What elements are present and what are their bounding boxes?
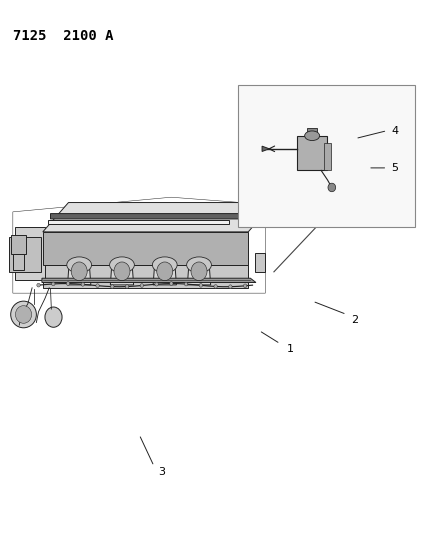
Ellipse shape [305,131,320,141]
Ellipse shape [66,282,70,286]
Polygon shape [43,265,248,288]
Ellipse shape [15,306,32,323]
Polygon shape [68,265,91,285]
Polygon shape [51,214,247,219]
Polygon shape [43,203,274,232]
Polygon shape [187,265,211,285]
Ellipse shape [51,282,55,286]
Ellipse shape [11,301,36,328]
Ellipse shape [244,284,247,288]
Ellipse shape [81,282,84,286]
Ellipse shape [328,183,336,192]
Ellipse shape [71,262,87,281]
Polygon shape [262,146,269,151]
Ellipse shape [187,257,211,273]
Polygon shape [43,232,248,265]
Text: 1: 1 [287,344,294,354]
Ellipse shape [140,284,143,287]
Ellipse shape [114,262,130,281]
Polygon shape [255,253,265,272]
Ellipse shape [169,282,173,286]
Text: 2: 2 [351,315,358,325]
Polygon shape [42,278,256,282]
Polygon shape [15,227,45,280]
Text: 5: 5 [392,163,398,173]
Ellipse shape [155,282,158,286]
Ellipse shape [96,284,99,287]
Bar [297,136,327,171]
Bar [238,85,415,227]
Polygon shape [110,265,134,285]
Text: 7125  2100 A: 7125 2100 A [13,29,113,43]
Ellipse shape [152,257,177,273]
Ellipse shape [110,257,134,273]
Ellipse shape [110,285,114,288]
Ellipse shape [67,257,92,273]
Bar [324,143,330,171]
Polygon shape [153,265,176,285]
Ellipse shape [125,285,129,288]
Ellipse shape [184,282,188,286]
Ellipse shape [191,262,207,281]
Polygon shape [48,221,229,224]
Bar [307,128,317,136]
Polygon shape [9,237,41,272]
Polygon shape [11,235,26,254]
Text: 3: 3 [158,467,165,477]
Ellipse shape [199,284,202,287]
Ellipse shape [214,285,217,288]
Ellipse shape [37,284,40,287]
Polygon shape [13,254,24,270]
Text: 4: 4 [392,126,399,135]
Ellipse shape [45,307,62,327]
Ellipse shape [157,262,173,281]
Ellipse shape [229,285,232,288]
